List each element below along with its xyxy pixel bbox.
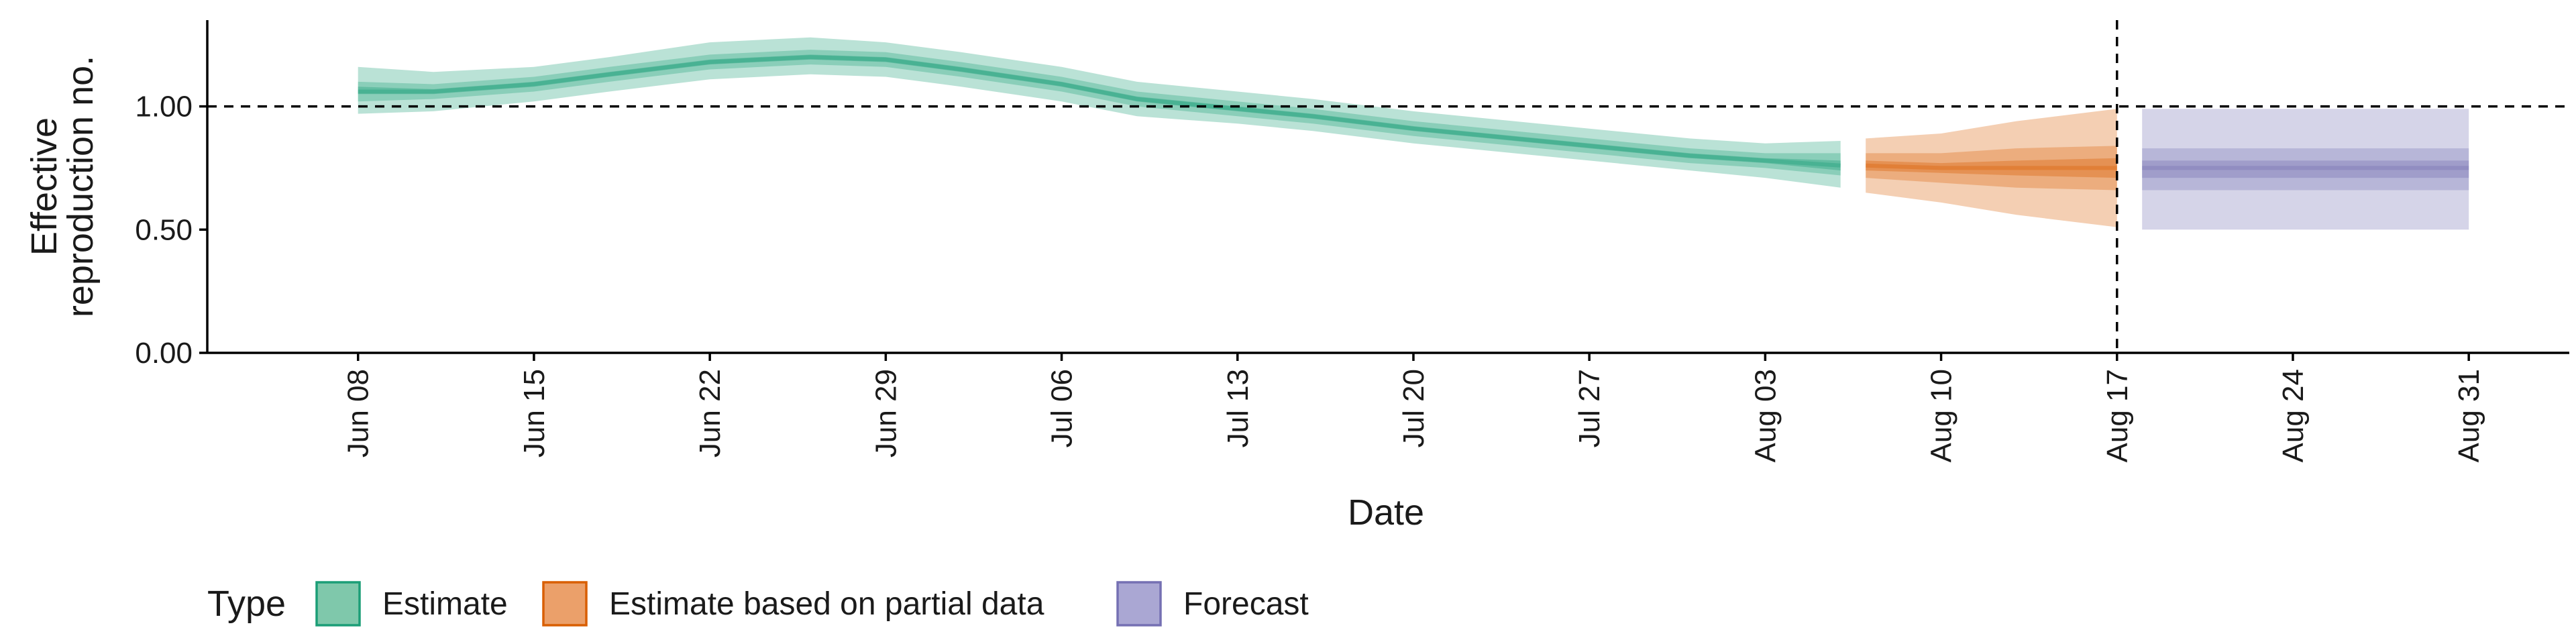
x-tick-label: Jul 27 [1573,369,1606,447]
band-50-estimate-based-on-partial-data [1866,146,2117,191]
band-20-forecast [2142,160,2469,178]
x-tick-label: Jul 06 [1046,369,1079,447]
band-50-forecast [2142,148,2469,191]
x-tick-label: Jun 15 [518,369,551,458]
series-forecast [2142,109,2469,230]
legend-key [1116,581,1162,627]
band-20-estimate-based-on-partial-data [1866,158,2117,178]
plot-area [207,20,2569,353]
median-line-estimate [358,55,1841,168]
y-axis-title-line: Effective [24,117,64,256]
x-tick-label: Aug 10 [1925,369,1958,462]
x-tick-label: Jun 22 [694,369,727,458]
median-line-estimate-based-on-partial-data [1866,163,2117,170]
y-tick-label: 1.00 [135,91,193,123]
x-tick-label: Aug 24 [2277,369,2310,462]
legend: Type Estimate Estimate based on partial da… [207,581,1309,627]
band-90-estimate-based-on-partial-data [1866,109,2117,227]
x-tick-label: Jun 08 [342,369,375,458]
x-axis-title: Date [1348,492,1424,533]
series-estimate [358,37,1841,188]
series-estimate-based-on-partial-data [1866,109,2117,227]
y-tick-label: 0.50 [135,213,193,246]
legend-item-label: Estimate based on partial data [609,586,1044,622]
band-90-forecast [2142,109,2469,230]
band-90-estimate [358,37,1841,188]
y-tick-label: 0.00 [135,337,193,370]
x-tick-label: Jul 20 [1397,369,1430,447]
x-tick-label: Jun 29 [869,369,902,458]
x-tick-label: Aug 31 [2453,369,2485,462]
x-tick-label: Aug 17 [2101,369,2134,462]
x-tick-label: Jul 13 [1222,369,1254,447]
legend-item-label: Estimate [382,586,508,622]
legend-key [542,581,588,627]
legend-item-label: Forecast [1183,586,1309,622]
legend-key [315,581,361,627]
band-50-estimate [358,50,1841,176]
y-axis-title-line: reproduction no. [60,56,101,317]
y-axis-title: Effectivereproduction no. [24,56,101,317]
axes: 0.00 0.50 1.00 Jun 08 Jun 15 Jun 22 Jun 29 Jul … [135,20,2569,462]
x-tick-label: Aug 03 [1749,369,1782,462]
legend-title: Type [207,584,286,624]
